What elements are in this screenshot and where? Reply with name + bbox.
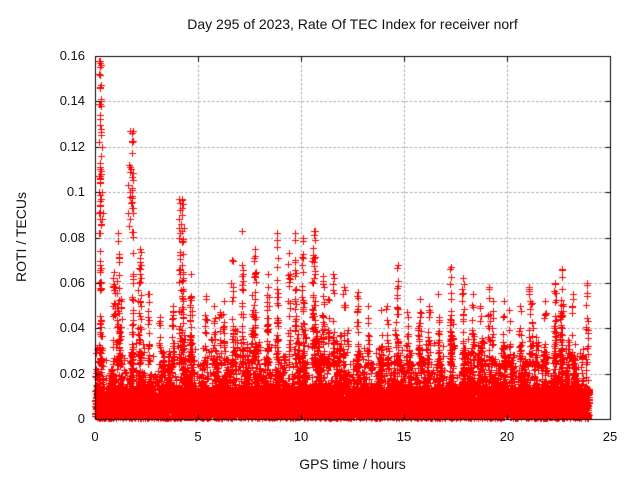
x-tick-label: 10: [293, 429, 309, 444]
chart-title: Day 295 of 2023, Rate Of TEC Index for r…: [187, 16, 518, 32]
y-tick-label: 0.08: [59, 229, 85, 245]
x-tick-label: 20: [499, 429, 515, 444]
x-tick-label: 25: [602, 429, 618, 444]
y-tick-label: 0.12: [59, 138, 85, 154]
x-axis-label: GPS time / hours: [299, 456, 406, 472]
x-tick-label: 0: [91, 429, 99, 444]
y-tick-label: 0.02: [59, 365, 85, 381]
y-tick-label: 0.16: [59, 48, 85, 63]
y-tick-label: 0: [77, 411, 85, 426]
x-tick-label: 5: [194, 429, 202, 444]
x-tick-label: 15: [396, 429, 412, 444]
y-tick-label: 0.1: [66, 184, 85, 200]
y-tick-label: 0.14: [59, 93, 85, 109]
y-tick-label: 0.04: [59, 320, 85, 336]
y-tick-label: 0.06: [59, 274, 85, 290]
